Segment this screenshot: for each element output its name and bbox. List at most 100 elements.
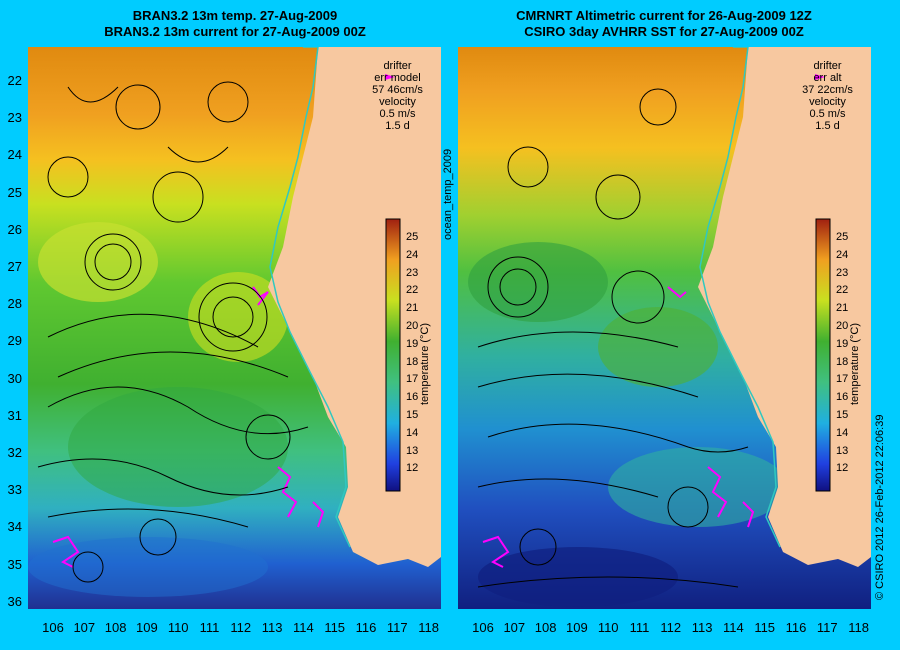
side-label: ocean_temp_2009 (442, 148, 454, 240)
lat-label: 25 (7, 184, 22, 200)
colorbar-tick: 15 (836, 409, 849, 421)
colorbar-tick: 13 (406, 444, 419, 457)
right-map-panel (458, 47, 871, 609)
lat-label: 22 (7, 73, 22, 88)
lat-label: 30 (7, 370, 22, 386)
colorbar-tick: 24 (836, 248, 849, 261)
colorbar-tick: 12 (836, 462, 849, 475)
colorbar-tick: 19 (836, 337, 849, 350)
lon-label: 113 (691, 620, 713, 635)
right-err-label: err alt (813, 72, 842, 84)
right-map-svg (458, 47, 871, 609)
left-title-line2: BRAN3.2 13m current for 27-Aug-2009 00Z (104, 24, 366, 39)
lat-label: 35 (7, 556, 22, 572)
credit-label: © CSIRO 2012 26-Feb-2012 22:06:39 (874, 414, 886, 600)
right-err-value: 37 22cm/s (802, 84, 853, 96)
lat-label: 23 (7, 110, 22, 126)
lon-label: 111 (199, 620, 220, 635)
lon-label: 118 (848, 620, 869, 635)
colorbar-tick: 23 (406, 266, 419, 279)
left-colorbar-label: temperature (°C) (419, 322, 431, 405)
lon-label: 109 (136, 620, 158, 635)
lon-label: 115 (324, 620, 346, 635)
left-velocity-label: velocity (379, 96, 416, 108)
lon-label: 110 (597, 620, 619, 635)
lon-label: 113 (261, 620, 283, 635)
lon-label: 117 (386, 620, 408, 635)
colorbar-tick: 17 (406, 373, 419, 386)
right-current-vectors (477, 88, 749, 588)
lon-label: 106 (472, 620, 494, 635)
lon-label: 108 (534, 620, 557, 635)
lat-label: 31 (7, 407, 22, 423)
left-err-value: 57 46cm/s (372, 84, 423, 96)
left-speed: 0.5 m/s (379, 108, 416, 120)
colorbar-tick: 16 (836, 391, 849, 404)
lon-label: 106 (42, 620, 64, 635)
left-colorbar (385, 218, 401, 492)
lon-label: 111 (629, 620, 650, 635)
lon-label: 116 (355, 620, 377, 635)
lat-label: 24 (7, 147, 22, 163)
left-info-box: drifter err model 57 46cm/s velocity 0.5… (360, 60, 435, 132)
colorbar-tick: 21 (406, 302, 419, 315)
lon-label: 112 (660, 620, 682, 635)
colorbar-tick: 12 (406, 462, 419, 475)
right-speed: 0.5 m/s (809, 108, 846, 120)
lon-label: 107 (503, 620, 526, 635)
lon-label: 109 (566, 620, 588, 635)
colorbar-tick: 18 (406, 355, 419, 368)
lon-label: 114 (293, 620, 314, 635)
colorbar-tick: 25 (836, 231, 849, 243)
colorbar-tick: 21 (836, 302, 849, 315)
left-drifter-label: drifter (383, 60, 412, 72)
lon-label: 115 (754, 620, 776, 635)
colorbar-tick: 22 (406, 284, 419, 297)
left-map-svg (28, 47, 441, 609)
lat-label: 32 (7, 445, 22, 460)
colorbar-tick: 20 (836, 320, 849, 332)
left-title-line1: BRAN3.2 13m temp. 27-Aug-2009 (132, 8, 338, 23)
left-duration: 1.5 d (385, 120, 410, 132)
right-coastline-current (699, 47, 781, 548)
lon-label: 110 (167, 620, 189, 635)
left-title: BRAN3.2 13m temp. 27-Aug-2009 BRAN3.2 13… (30, 8, 440, 40)
right-info-box: drifter err alt 37 22cm/s velocity 0.5 m… (790, 60, 865, 132)
left-map-panel (28, 47, 441, 609)
lon-label: 117 (816, 620, 838, 635)
lon-label: 116 (785, 620, 807, 635)
lat-label: 27 (7, 259, 22, 274)
colorbar-tick: 22 (836, 284, 849, 297)
colorbar-tick: 25 (406, 231, 419, 243)
colorbar-tick: 15 (406, 409, 419, 421)
lon-label: 112 (230, 620, 252, 635)
left-coastline-current (269, 47, 351, 548)
colorbar-tick: 13 (836, 444, 849, 457)
lat-label: 36 (7, 593, 22, 609)
right-title-line2: CSIRO 3day AVHRR SST for 27-Aug-2009 00Z (524, 24, 804, 39)
right-duration: 1.5 d (815, 120, 840, 132)
lat-label: 34 (7, 519, 22, 535)
left-current-vectors (37, 81, 309, 583)
lon-label: 108 (104, 620, 127, 635)
lat-label: 33 (7, 482, 22, 498)
colorbar-tick: 18 (836, 355, 849, 368)
lat-label: 26 (7, 221, 22, 237)
right-colorbar (815, 218, 831, 492)
colorbar-tick: 16 (406, 391, 419, 404)
lat-label: 29 (7, 333, 22, 349)
right-drifter-label: drifter (813, 60, 842, 72)
colorbar-tick: 20 (406, 320, 419, 332)
colorbar-tick: 14 (836, 426, 849, 439)
lon-label: 107 (73, 620, 96, 635)
right-title: CMRNRT Altimetric current for 26-Aug-200… (458, 8, 870, 40)
lon-label: 114 (723, 620, 744, 635)
colorbar-tick: 19 (406, 337, 419, 350)
right-colorbar-label: temperature (°C) (849, 322, 861, 405)
colorbar-tick: 14 (406, 426, 419, 439)
right-title-line1: CMRNRT Altimetric current for 26-Aug-200… (516, 8, 812, 23)
lon-label: 118 (418, 620, 439, 635)
right-velocity-label: velocity (809, 96, 846, 108)
colorbar-tick: 17 (836, 373, 849, 386)
lat-label: 28 (7, 296, 22, 312)
